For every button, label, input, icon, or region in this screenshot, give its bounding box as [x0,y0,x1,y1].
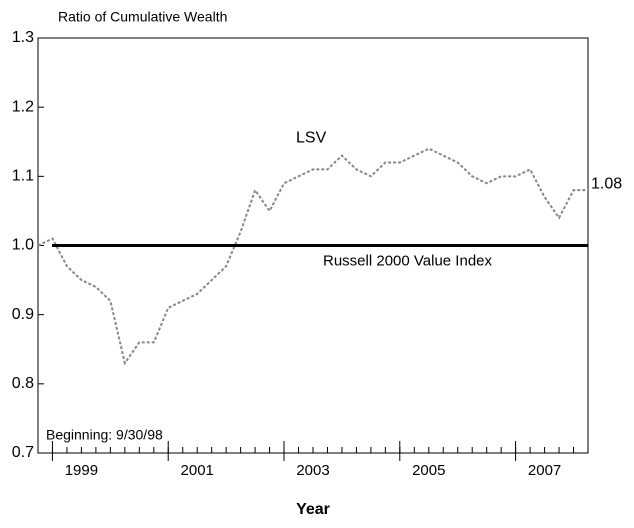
y-tick-label: 0.8 [12,375,34,392]
chart-title: Ratio of Cumulative Wealth [58,9,227,25]
end-value-label: 1.08 [591,175,622,192]
x-tick-label: 2001 [181,462,214,479]
y-tick-label: 0.7 [12,444,34,461]
x-tick-label: 2003 [296,462,329,479]
x-tick-label: 1999 [65,462,98,479]
x-axis-label: Year [296,501,330,518]
series-label: LSV [296,130,327,147]
y-tick-label: 0.9 [12,306,34,323]
x-tick-label: 2005 [412,462,445,479]
annotation: Beginning: 9/30/98 [46,427,163,443]
y-tick-label: 1.3 [12,29,34,46]
y-tick-label: 1.2 [12,98,34,115]
x-tick-label: 2007 [528,462,561,479]
series-line [37,147,588,366]
y-tick-label: 1.1 [12,168,34,185]
y-tick-label: 1.0 [12,237,34,254]
reference-label: Russell 2000 Value Index [323,252,492,269]
